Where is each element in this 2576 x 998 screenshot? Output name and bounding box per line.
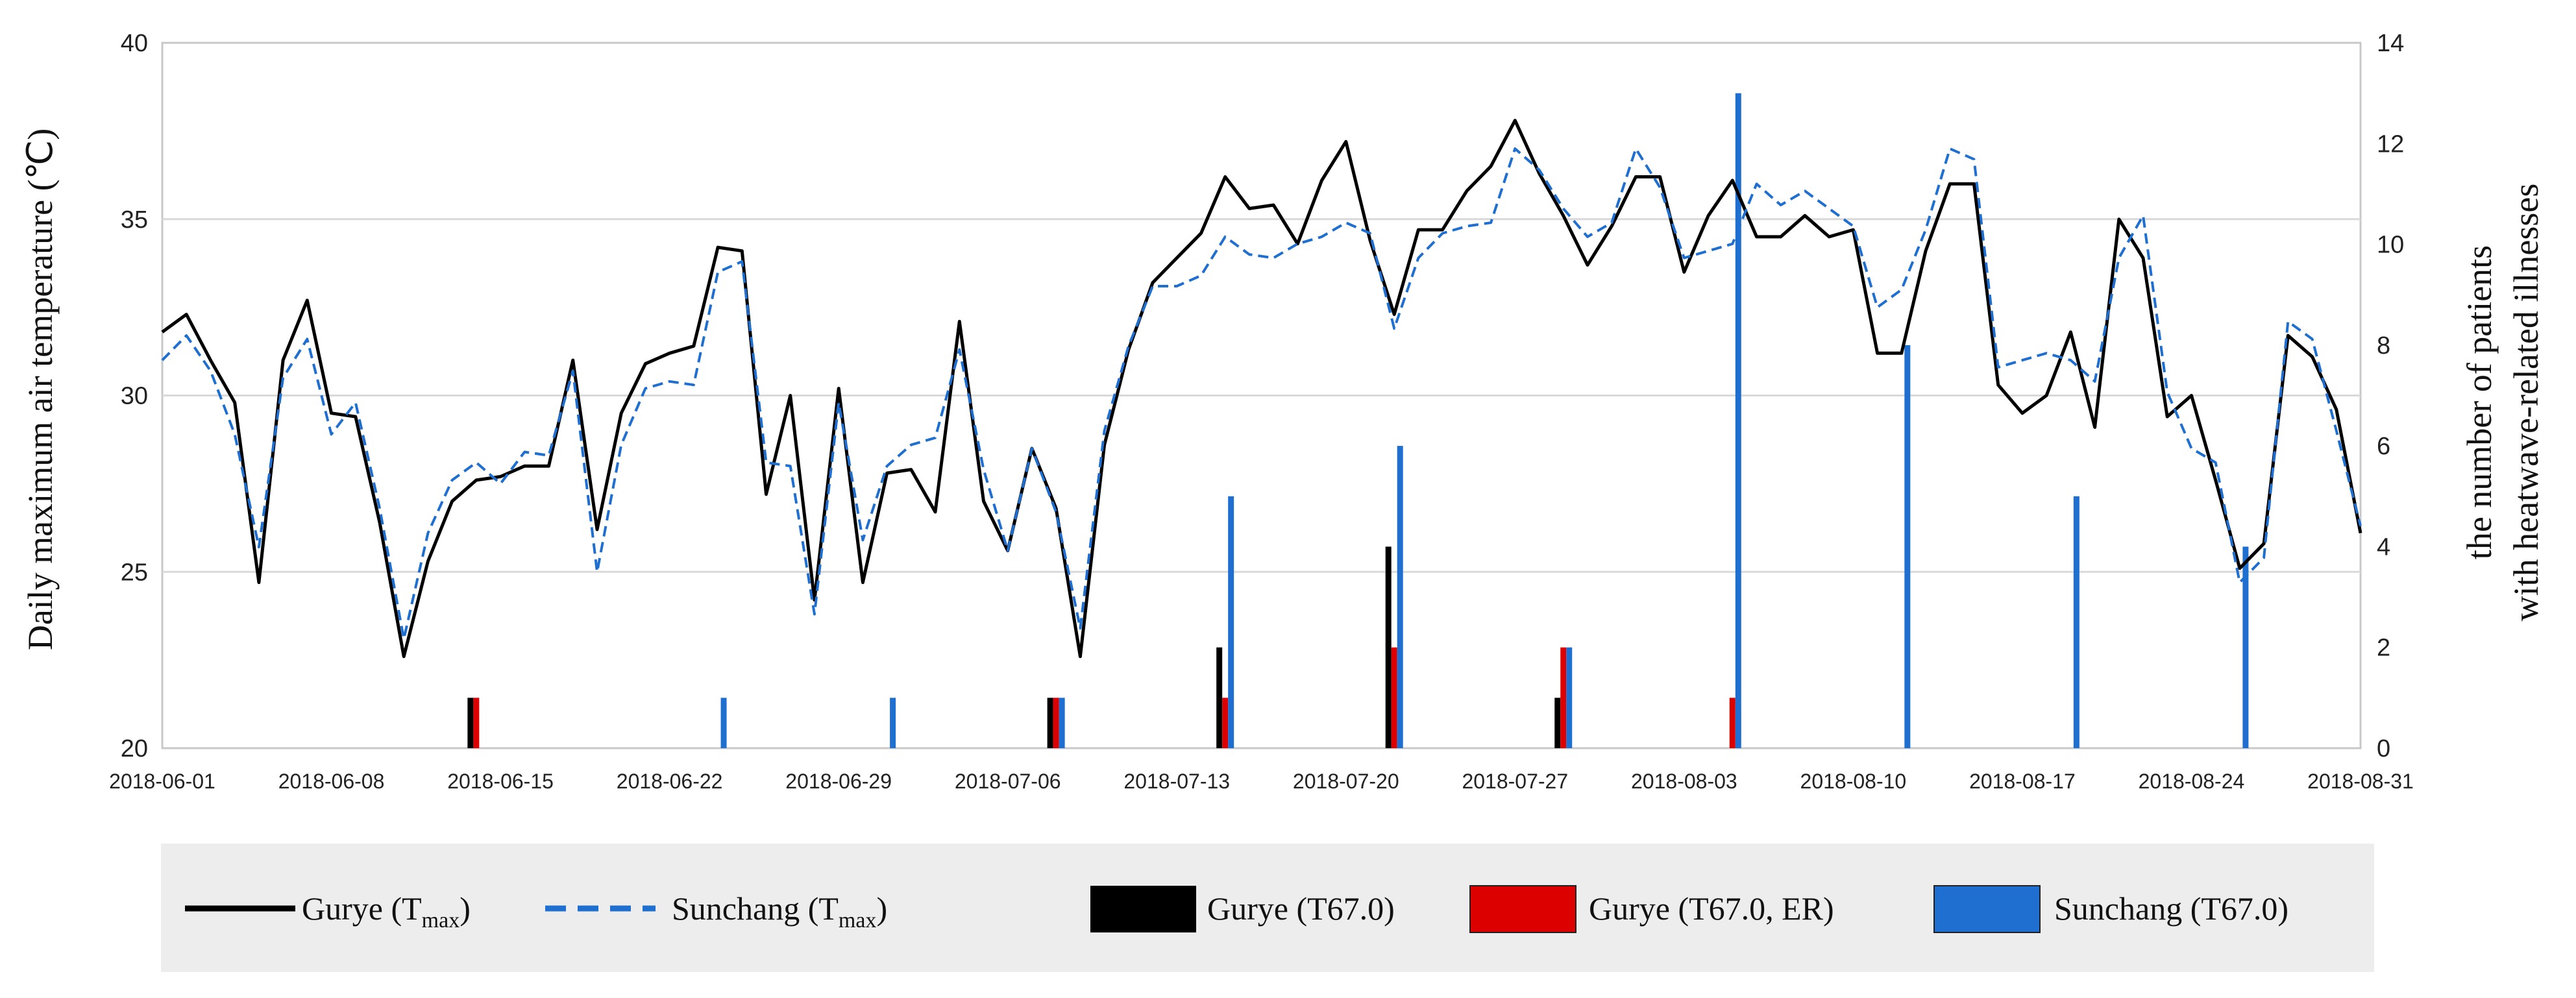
- x-tick-label: 2018-06-15: [447, 770, 554, 793]
- series-line-sunchang: [161, 147, 2362, 640]
- legend-swatch-gurye-t670-er: [1469, 885, 1576, 933]
- y-tick-label: 40: [121, 30, 148, 57]
- bar: [1397, 446, 1403, 748]
- bar: [1904, 345, 1911, 748]
- y-axis-left-label: Daily maximum air temperature (℃): [21, 128, 60, 650]
- legend-label-sunchang-t670: Sunchang (T67.0): [2054, 890, 2288, 927]
- x-tick-label: 2018-06-01: [109, 770, 215, 793]
- y2-tick-label: 10: [2377, 232, 2404, 259]
- y-tick-label: 30: [121, 383, 148, 410]
- bar: [2073, 496, 2079, 748]
- bar: [1385, 546, 1392, 748]
- bar: [890, 698, 896, 748]
- y2-tick-label: 12: [2377, 130, 2404, 158]
- bar: [1053, 698, 1059, 748]
- bar: [1222, 698, 1229, 748]
- x-tick-label: 2018-07-20: [1293, 770, 1399, 793]
- series-line-gurye: [161, 119, 2362, 659]
- bar: [1391, 647, 1397, 748]
- bar: [1228, 496, 1234, 748]
- line-series-group: [161, 119, 2362, 659]
- y2-tick-label: 14: [2377, 30, 2404, 57]
- x-tick-label: 2018-08-17: [1969, 770, 2076, 793]
- bar: [1047, 698, 1053, 748]
- y-axis-left-ticks: 20 25 30 35 40: [121, 30, 148, 762]
- legend-swatch-gurye-t670: [1090, 886, 1196, 932]
- y-tick-label: 25: [121, 559, 148, 586]
- legend-label-gurye-t670-er: Gurye (T67.0, ER): [1589, 890, 1834, 927]
- gridlines: [162, 218, 2361, 573]
- y-axis-right-label-line-1: the number of patients: [2460, 245, 2499, 559]
- x-axis-ticks: 2018-06-01 2018-06-08 2018-06-15 2018-06-22…: [109, 770, 2414, 793]
- y2-tick-label: 4: [2377, 533, 2390, 561]
- x-tick-label: 2018-07-13: [1123, 770, 1230, 793]
- bar: [1566, 647, 1573, 748]
- bar: [720, 698, 727, 748]
- y-tick-label: 35: [121, 206, 148, 234]
- y-axis-right-ticks: 0 2 4 6 8 10 12 14: [2377, 30, 2404, 762]
- bar: [467, 698, 474, 748]
- bar: [1554, 698, 1561, 748]
- bar: [1560, 647, 1567, 748]
- x-tick-label: 2018-06-22: [617, 770, 723, 793]
- x-tick-label: 2018-08-03: [1631, 770, 1737, 793]
- y2-tick-label: 8: [2377, 332, 2390, 359]
- legend-swatch-sunchang-t670: [1933, 885, 2041, 933]
- x-tick-label: 2018-07-27: [1462, 770, 1568, 793]
- bar: [1216, 647, 1223, 748]
- y2-tick-label: 2: [2377, 635, 2390, 662]
- x-tick-label: 2018-08-31: [2307, 770, 2414, 793]
- legend-label-gurye-tmax: Gurye (Tmax): [302, 890, 471, 932]
- legend: Gurye (Tmax) Sunchang (Tmax) Gurye (T67.…: [161, 844, 2374, 972]
- x-tick-label: 2018-06-08: [278, 770, 385, 793]
- x-tick-label: 2018-08-10: [1800, 770, 1907, 793]
- x-tick-label: 2018-07-06: [955, 770, 1061, 793]
- y-tick-label: 20: [121, 735, 148, 762]
- y2-tick-label: 6: [2377, 433, 2390, 460]
- bar: [1735, 93, 1741, 749]
- x-tick-label: 2018-08-24: [2139, 770, 2245, 793]
- bar: [2242, 546, 2249, 748]
- legend-label-gurye-t670: Gurye (T67.0): [1207, 890, 1395, 927]
- bar: [1059, 698, 1065, 748]
- bar: [473, 698, 480, 748]
- y2-tick-label: 0: [2377, 735, 2390, 762]
- bar-series-group: [467, 93, 2249, 749]
- legend-label-sunchang-tmax: Sunchang (Tmax): [672, 890, 887, 932]
- x-tick-label: 2018-06-29: [785, 770, 892, 793]
- bar: [1729, 698, 1736, 748]
- y-axis-right-label-line-2: with heatwave-related illnesses: [2507, 184, 2545, 622]
